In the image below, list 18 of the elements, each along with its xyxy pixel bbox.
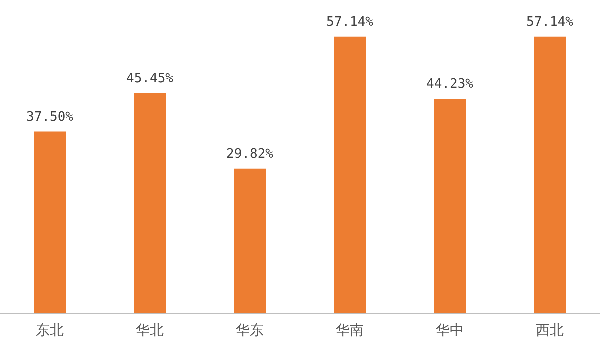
data-label: 57.14% — [326, 14, 374, 30]
bar — [234, 168, 266, 313]
x-tick-label: 华东 — [236, 322, 264, 338]
bar — [534, 36, 566, 313]
data-label: 45.45% — [126, 71, 174, 86]
data-label: 57.14% — [526, 14, 574, 30]
data-label: 29.82% — [226, 146, 274, 162]
data-label: 44.23% — [426, 77, 474, 92]
x-tick-label: 西北 — [536, 322, 564, 338]
bar — [434, 99, 466, 313]
x-tick-label: 东北 — [36, 322, 64, 338]
bar — [134, 93, 166, 313]
x-tick-label: 华北 — [136, 322, 164, 338]
data-label: 37.50% — [26, 110, 74, 125]
bar — [34, 132, 66, 313]
x-tick-label: 华南 — [336, 322, 364, 338]
x-tick-label: 华中 — [436, 322, 464, 338]
bar — [334, 36, 366, 313]
